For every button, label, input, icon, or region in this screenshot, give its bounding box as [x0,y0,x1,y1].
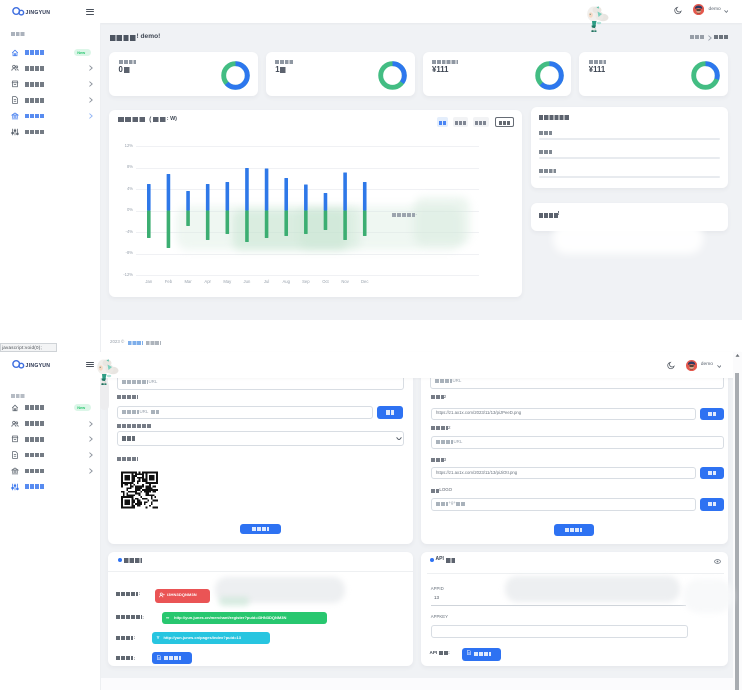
svg-text:JINGYUN: JINGYUN [26,10,51,16]
svg-text:JINGYUN: JINGYUN [26,363,51,369]
